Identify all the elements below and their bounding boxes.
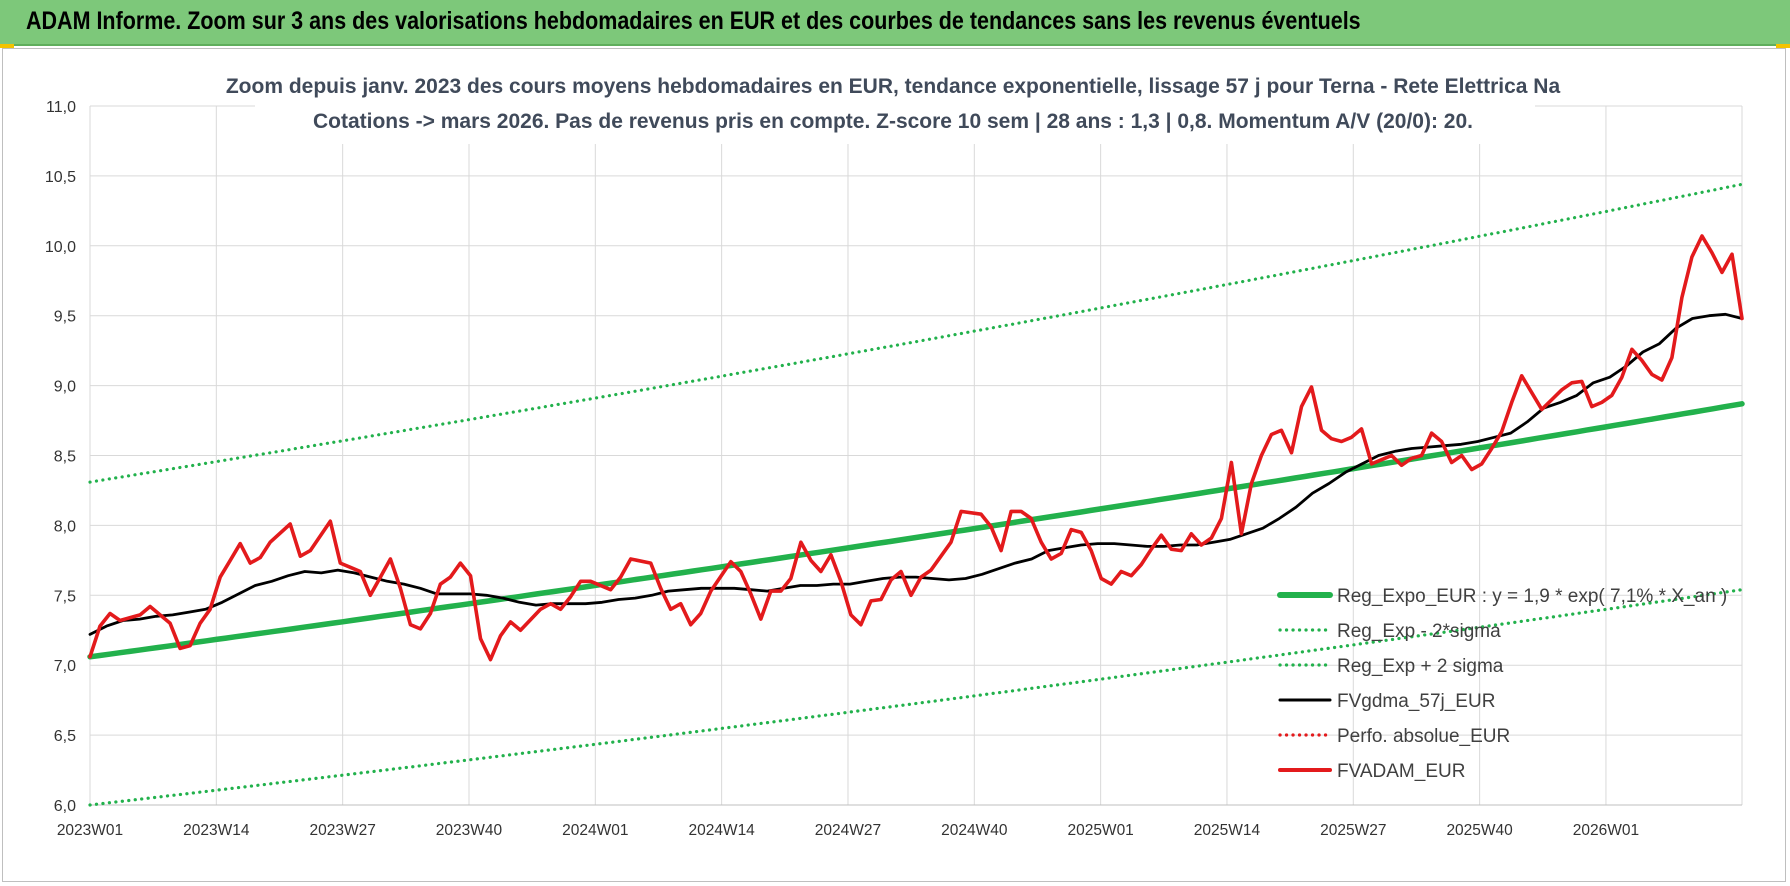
x-tick-label: 2024W27	[815, 822, 881, 839]
legend-label: FVADAM_EUR	[1337, 761, 1465, 782]
y-tick-label: 8,0	[54, 518, 76, 535]
x-tick-label: 2023W01	[57, 822, 123, 839]
x-tick-label: 2025W14	[1194, 822, 1261, 839]
series-line-5	[88, 234, 1744, 662]
series-line-3	[88, 312, 1744, 636]
series-line-2	[88, 182, 1744, 484]
y-tick-label: 11,0	[46, 99, 76, 116]
x-axis-ticks: 2023W01 2023W14 2023W27 2023W40 2024W01 2024W…	[57, 822, 1639, 839]
x-tick-label: 2023W27	[309, 822, 375, 839]
y-tick-label: 10,5	[45, 169, 76, 186]
x-tick-label: 2024W40	[941, 822, 1008, 839]
chart-frame	[2, 48, 1786, 882]
header-title: ADAM Informe. Zoom sur 3 ans des valoris…	[26, 7, 1361, 35]
y-tick-label: 10,0	[45, 239, 76, 256]
chart-title-line-2: Cotations -> mars 2026. Pas de revenus p…	[313, 110, 1473, 133]
legend-label: Reg_Expo_EUR : y = 1,9 * exp( 7,1% * X_a…	[1337, 586, 1727, 607]
chart-title-line-1: Zoom depuis janv. 2023 des cours moyens …	[226, 75, 1561, 98]
y-tick-label: 7,5	[54, 588, 76, 605]
legend-label: Reg_Exp + 2 sigma	[1337, 656, 1504, 677]
x-tick-label: 2025W40	[1446, 822, 1513, 839]
chart-title: Zoom depuis janv. 2023 des cours moyens …	[226, 68, 1561, 144]
y-axis-ticks: 6,0 6,5 7,0 7,5 8,0 8,5 9,0 9,5 10,0 10,5 11,0	[45, 99, 76, 815]
title-background	[255, 68, 1535, 144]
x-tick-label: 2023W14	[183, 822, 250, 839]
x-tick-label: 2024W14	[688, 822, 755, 839]
x-tick-label: 2025W27	[1320, 822, 1386, 839]
y-tick-label: 7,0	[54, 658, 76, 675]
legend-label: Reg_Exp - 2*sigma	[1337, 621, 1501, 642]
y-tick-label: 9,5	[54, 309, 76, 326]
series-line-0	[87, 401, 1745, 660]
y-tick-label: 8,5	[54, 449, 76, 466]
header-bar: ADAM Informe. Zoom sur 3 ans des valoris…	[0, 0, 1790, 46]
x-tick-label: 2024W01	[562, 822, 628, 839]
chart-series	[87, 182, 1745, 807]
y-tick-label: 6,0	[54, 798, 76, 815]
y-tick-label: 9,0	[54, 379, 76, 396]
y-tick-label: 6,5	[54, 728, 76, 745]
corner-accent-left	[0, 44, 14, 48]
x-tick-label: 2023W40	[436, 822, 503, 839]
legend-label: FVgdma_57j_EUR	[1337, 691, 1495, 712]
corner-accent-right	[1776, 44, 1790, 48]
series-line-1	[88, 588, 1744, 807]
legend-label: Perfo. absolue_EUR	[1337, 726, 1510, 747]
legend: Reg_Expo_EUR : y = 1,9 * exp( 7,1% * X_a…	[1277, 586, 1727, 782]
x-tick-label: 2025W01	[1067, 822, 1133, 839]
x-tick-label: 2026W01	[1573, 822, 1639, 839]
chart-grid	[89, 105, 1743, 806]
